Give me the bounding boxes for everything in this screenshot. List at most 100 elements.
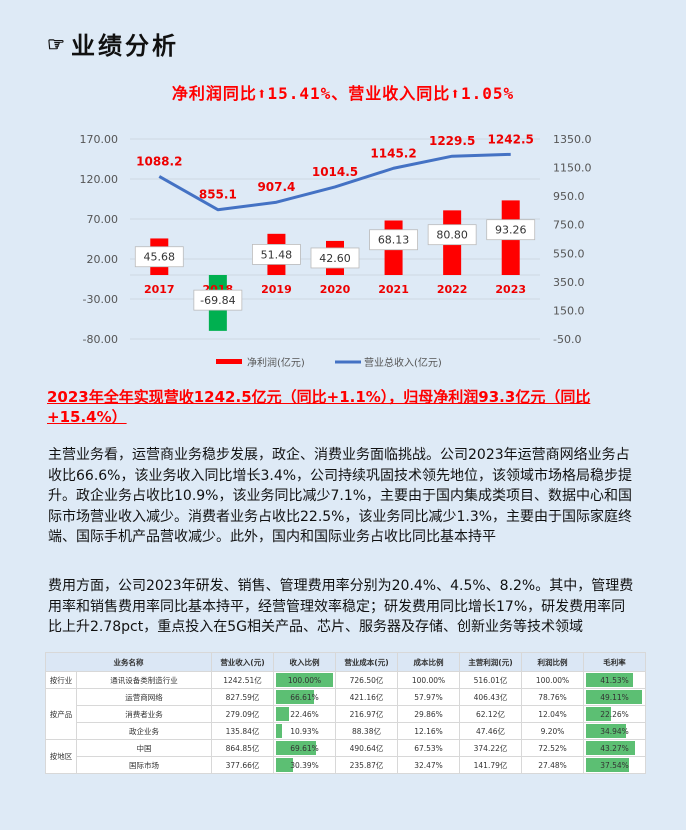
margin-bar — [586, 741, 636, 755]
profit-cell: 406.43亿 — [459, 688, 522, 706]
cost-cell: 216.97亿 — [335, 705, 398, 723]
cost-ratio-cell: 12.16% — [397, 722, 460, 740]
expense-paragraph: 费用方面，公司2023年研发、销售、管理费用率分别为20.4%、4.5%、8.2… — [48, 578, 634, 635]
bar-label: -69.84 — [200, 294, 235, 307]
page-title-text: 业绩分析 — [71, 31, 179, 60]
table-row: 国际市场 377.66亿 30.39% 235.87亿 32.47% 141.79亿 27.… — [46, 756, 646, 774]
ratio-value: 69.61% — [290, 743, 319, 753]
legend-label: 营业总收入(亿元) — [364, 356, 442, 369]
col-header-cost: 营业成本(元) — [335, 652, 398, 672]
left-axis-tick: 120.00 — [80, 173, 119, 186]
col-header-rev-ratio: 收入比例 — [273, 652, 336, 672]
cost-cell: 421.16亿 — [335, 688, 398, 706]
page-title: ☞ 业绩分析 — [47, 26, 179, 61]
headline: 净利润同比⬆15.41%、营业收入同比⬆1.05% — [171, 84, 515, 103]
profit-ratio-cell: 100.00% — [521, 671, 584, 689]
profit-ratio-cell: 12.04% — [521, 705, 584, 723]
revenue-cell: 279.09亿 — [211, 705, 274, 723]
margin-bar — [586, 724, 626, 738]
ratio-value: 100.00% — [287, 675, 322, 685]
cost-cell: 88.38亿 — [335, 722, 398, 740]
right-axis-tick: 750.0 — [553, 219, 585, 232]
right-axis-tick: 1150.0 — [553, 162, 592, 175]
legend-bar-swatch — [216, 359, 242, 364]
margin-cell: 43.27% — [583, 739, 646, 757]
revenue-cell: 135.84亿 — [211, 722, 274, 740]
revenue-cell: 1242.51亿 — [211, 671, 274, 689]
right-axis-tick: 1350.0 — [553, 133, 592, 146]
bar-label-box — [193, 289, 243, 311]
bar-label-box — [252, 244, 301, 265]
margin-cell: 49.11% — [583, 688, 646, 706]
margin-value: 43.27% — [600, 743, 629, 753]
line-label: 1145.2 — [370, 146, 416, 160]
business-name: 政企业务 — [76, 722, 212, 740]
year-label: 2021 — [378, 283, 409, 296]
business-name: 运营商网络 — [76, 688, 212, 706]
margin-value: 49.11% — [600, 692, 629, 702]
group-label: 按行业 — [45, 671, 77, 689]
profit-cell: 47.46亿 — [459, 722, 522, 740]
profit-cell: 62.12亿 — [459, 705, 522, 723]
right-axis-tick: -50.0 — [553, 333, 581, 346]
ratio-value: 30.39% — [290, 760, 319, 770]
ratio-value: 66.61% — [290, 692, 319, 702]
line-label: 1229.5 — [429, 134, 475, 148]
business-name: 中国 — [76, 739, 212, 757]
bar-label: 80.80 — [436, 229, 468, 242]
margin-cell: 41.53% — [583, 671, 646, 689]
line-label: 1242.5 — [488, 132, 534, 146]
bar-label: 42.60 — [319, 252, 351, 265]
business-name: 消费者业务 — [76, 705, 212, 723]
ratio-bar — [276, 707, 289, 721]
revenue-ratio-cell: 66.61% — [273, 688, 336, 706]
cost-cell: 726.50亿 — [335, 671, 398, 689]
left-axis-tick: -30.00 — [83, 293, 118, 306]
col-header-profit-ratio: 利润比例 — [521, 652, 584, 672]
margin-value: 37.54% — [600, 760, 629, 770]
col-header-margin: 毛利率 — [583, 652, 646, 672]
line-label: 1014.5 — [312, 165, 358, 179]
right-axis-tick: 950.0 — [553, 190, 585, 203]
revenue-ratio-cell: 22.46% — [273, 705, 336, 723]
profit-ratio-cell: 27.48% — [521, 756, 584, 774]
margin-value: 22.26% — [600, 709, 629, 719]
col-header-profit: 主营利润(元) — [459, 652, 522, 672]
revenue-cell: 864.85亿 — [211, 739, 274, 757]
group-label: 按地区 — [45, 739, 77, 774]
revenue-cell: 827.59亿 — [211, 688, 274, 706]
bar-label-box — [427, 224, 477, 246]
right-axis-tick: 150.0 — [553, 304, 585, 317]
col-header-revenue: 营业收入(元) — [211, 652, 274, 672]
revenue-ratio-cell: 100.00% — [273, 671, 336, 689]
profit-cell: 374.22亿 — [459, 739, 522, 757]
legend-label: 净利润(亿元) — [247, 356, 305, 369]
business-name: 通讯设备类制造行业 — [76, 671, 212, 689]
business-breakdown-table: 业务名称 营业收入(元) 收入比例 营业成本(元) 成本比例 主营利润(元) 利… — [45, 652, 646, 774]
ratio-bar — [276, 724, 283, 738]
profit-ratio-cell: 72.52% — [521, 739, 584, 757]
right-axis-tick: 350.0 — [553, 276, 585, 289]
revenue-cell: 377.66亿 — [211, 756, 274, 774]
ratio-value: 10.93% — [290, 726, 319, 736]
profit-ratio-cell: 78.76% — [521, 688, 584, 706]
bar-label-box — [134, 246, 184, 268]
year-label: 2020 — [320, 283, 351, 296]
revenue-profit-chart: 170.00 120.00 70.00 20.00 -30.00 -80.00 1350.0… — [80, 132, 592, 369]
profit-cell: 141.79亿 — [459, 756, 522, 774]
bar-label: 93.26 — [495, 224, 527, 237]
cost-ratio-cell: 32.47% — [397, 756, 460, 774]
year-label: 2017 — [144, 283, 175, 296]
margin-cell: 37.54% — [583, 756, 646, 774]
cost-cell: 235.87亿 — [335, 756, 398, 774]
margin-cell: 22.26% — [583, 705, 646, 723]
ratio-bar — [276, 690, 314, 704]
col-header-cost-ratio: 成本比例 — [397, 652, 460, 672]
year-label: 2022 — [437, 283, 468, 296]
business-paragraph: 主营业务看，运营商业务稳步发展，政企、消费业务面临挑战。公司2023年运营商网络… — [48, 447, 633, 545]
revenue-line — [158, 152, 511, 212]
ratio-bar — [276, 758, 294, 772]
margin-bar — [586, 673, 634, 687]
profit-cell: 516.01亿 — [459, 671, 522, 689]
table-row: 按地区 中国 864.85亿 69.61% 490.64亿 67.53% 374.22亿 72… — [45, 739, 646, 774]
